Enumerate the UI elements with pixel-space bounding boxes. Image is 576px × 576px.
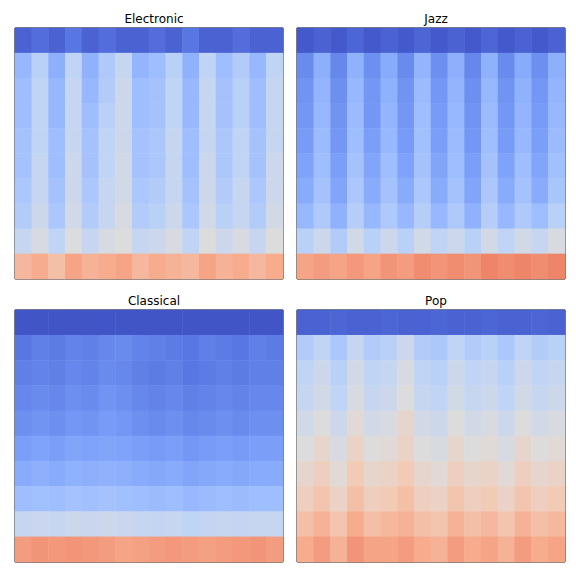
svg-text:Classical: Classical xyxy=(128,294,180,308)
svg-text:Electronic: Electronic xyxy=(124,12,183,26)
svg-text:Jazz: Jazz xyxy=(423,12,448,26)
svg-text:Pop: Pop xyxy=(425,294,447,308)
